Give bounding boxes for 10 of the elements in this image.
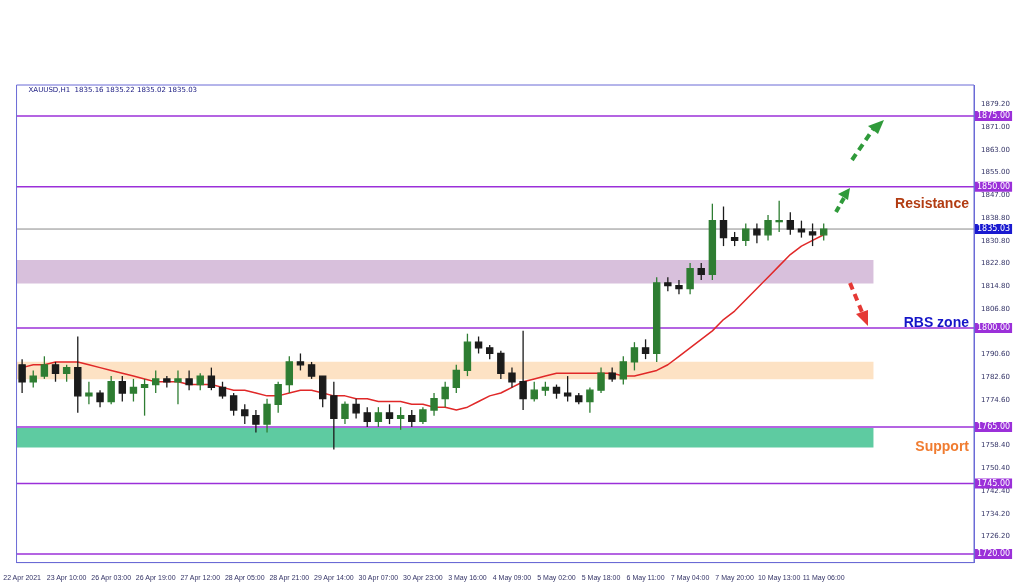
annotation: Resistance [895, 194, 970, 211]
ref-line-label: 1720.00 [977, 549, 1011, 559]
ref-line-label: 1745.00 [977, 478, 1011, 488]
ref-line-label: 1835.03 [977, 224, 1011, 234]
ref-line-label: 1875.00 [977, 111, 1011, 121]
ref-line-label: 1850.00 [977, 181, 1011, 191]
ref-line-label: 1765.00 [977, 422, 1011, 432]
annotation: RBS zone [903, 313, 970, 330]
ref-line-label: 1800.00 [977, 323, 1011, 333]
annotation: Support [915, 437, 970, 454]
